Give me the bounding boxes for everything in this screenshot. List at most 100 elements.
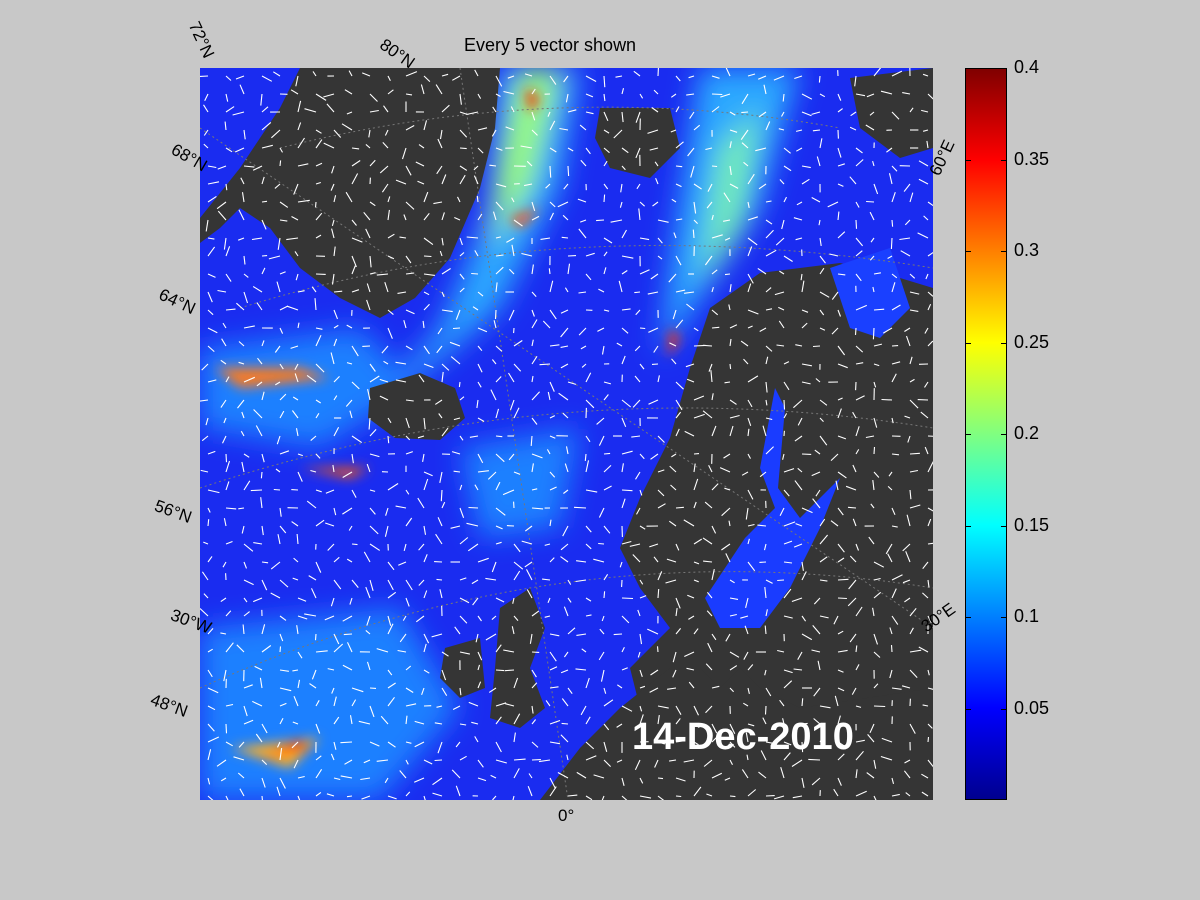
- velocity-vector: [502, 489, 515, 496]
- velocity-vector: [744, 625, 749, 635]
- velocity-vector: [203, 129, 209, 136]
- velocity-vector: [314, 298, 317, 311]
- velocity-vector: [201, 571, 209, 581]
- velocity-vector: [306, 374, 317, 383]
- velocity-vector: [639, 714, 644, 725]
- velocity-vector: [724, 237, 731, 241]
- velocity-vector: [654, 759, 659, 768]
- velocity-vector: [261, 144, 273, 149]
- velocity-vector: [495, 525, 503, 530]
- velocity-vector: [495, 644, 502, 653]
- velocity-vector: [383, 360, 389, 365]
- velocity-vector: [531, 319, 538, 329]
- velocity-vector: [724, 487, 731, 491]
- velocity-vector: [593, 774, 605, 779]
- velocity-vector: [477, 127, 488, 131]
- velocity-vector: [261, 525, 264, 536]
- velocity-vector: [668, 273, 677, 283]
- velocity-vector: [639, 453, 645, 460]
- velocity-vector: [531, 391, 541, 401]
- velocity-vector: [439, 129, 443, 140]
- velocity-vector: [223, 417, 227, 424]
- velocity-vector: [505, 126, 515, 131]
- velocity-vector: [891, 70, 903, 77]
- velocity-vector: [207, 489, 220, 494]
- velocity-vector: [740, 129, 749, 141]
- velocity-vector: [657, 68, 659, 77]
- velocity-vector: [819, 93, 826, 98]
- velocity-vector: [621, 229, 627, 239]
- velocity-vector: [837, 753, 845, 761]
- velocity-vector: [926, 140, 929, 149]
- velocity-vector: [368, 129, 371, 138]
- velocity-vector: [621, 463, 624, 473]
- velocity-vector: [671, 198, 677, 203]
- velocity-vector: [855, 790, 867, 797]
- velocity-vector: [873, 561, 885, 568]
- velocity-vector: [225, 610, 232, 617]
- velocity-vector: [549, 686, 559, 689]
- velocity-vector: [705, 705, 713, 714]
- velocity-vector: [315, 769, 323, 779]
- velocity-vector: [333, 579, 342, 590]
- velocity-vector: [687, 594, 695, 599]
- velocity-vector: [220, 777, 227, 782]
- velocity-vector: [657, 375, 660, 383]
- velocity-vector: [811, 111, 821, 115]
- velocity-vector: [549, 519, 552, 527]
- velocity-vector: [905, 335, 911, 347]
- velocity-vector: [495, 236, 502, 239]
- velocity-vector: [621, 417, 627, 428]
- velocity-vector: [549, 486, 557, 491]
- velocity-vector: [549, 381, 555, 392]
- velocity-vector: [621, 355, 626, 365]
- velocity-vector: [495, 345, 503, 352]
- velocity-vector: [494, 309, 497, 320]
- velocity-vector: [793, 399, 803, 409]
- velocity-vector: [891, 777, 895, 785]
- velocity-vector: [431, 633, 443, 638]
- velocity-vector: [634, 759, 641, 771]
- velocity-vector: [384, 282, 389, 293]
- velocity-vector: [783, 561, 793, 564]
- velocity-vector: [601, 345, 605, 355]
- velocity-vector: [873, 272, 881, 275]
- velocity-vector: [325, 489, 335, 494]
- velocity-vector: [619, 561, 623, 568]
- velocity-vector: [837, 649, 848, 653]
- velocity-vector: [921, 791, 929, 797]
- velocity-vector: [279, 525, 287, 534]
- velocity-vector: [562, 525, 569, 537]
- velocity-vector: [366, 615, 371, 626]
- velocity-vector: [495, 481, 501, 491]
- velocity-vector: [261, 219, 267, 230]
- velocity-vector: [637, 609, 641, 617]
- velocity-vector: [603, 452, 611, 455]
- velocity-vector: [634, 345, 641, 352]
- velocity-vector: [729, 613, 737, 617]
- velocity-vector: [581, 648, 587, 653]
- velocity-vector: [225, 741, 233, 747]
- velocity-vector: [872, 286, 875, 293]
- velocity-vector: [549, 471, 556, 478]
- velocity-vector: [563, 75, 569, 83]
- velocity-vector: [452, 705, 461, 710]
- velocity-vector: [324, 615, 335, 621]
- velocity-vector: [384, 129, 389, 136]
- velocity-vector: [794, 435, 803, 442]
- velocity-vector: [891, 219, 894, 227]
- velocity-vector: [277, 534, 281, 545]
- velocity-vector: [621, 111, 624, 123]
- velocity-vector: [693, 786, 702, 797]
- velocity-vector: [235, 75, 245, 80]
- velocity-vector: [927, 723, 933, 729]
- velocity-vector: [549, 666, 558, 671]
- velocity-vector: [723, 192, 731, 203]
- velocity-vector: [885, 543, 893, 555]
- velocity-vector: [495, 183, 507, 188]
- velocity-vector: [225, 703, 234, 707]
- velocity-vector: [757, 75, 767, 80]
- velocity-vector: [927, 291, 933, 297]
- velocity-vector: [341, 123, 353, 131]
- velocity-vector: [585, 716, 591, 725]
